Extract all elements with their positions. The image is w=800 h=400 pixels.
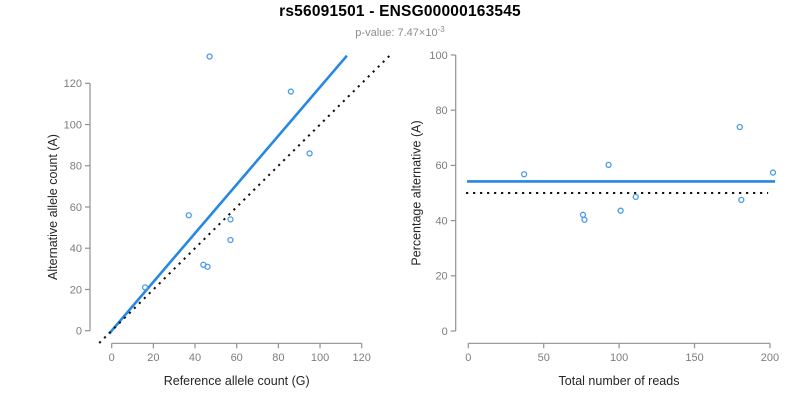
data-point bbox=[306, 150, 313, 157]
p-value-exponent: -3 bbox=[437, 25, 445, 34]
data-point bbox=[738, 196, 745, 204]
x-tick-label: 50 bbox=[538, 352, 550, 364]
y-tick-label: 0 bbox=[76, 326, 82, 338]
data-point bbox=[632, 193, 639, 201]
y-tick-label: 40 bbox=[70, 243, 82, 255]
p-value-subtitle: p-value: 7.47×10-3 bbox=[0, 25, 800, 39]
x-tick-label: 0 bbox=[109, 352, 115, 364]
y-tick-label: 80 bbox=[70, 161, 82, 173]
data-point bbox=[736, 123, 743, 131]
data-point bbox=[185, 212, 192, 219]
y-axis-title: Percentage alternative (A) bbox=[410, 120, 424, 265]
y-tick-label: 60 bbox=[70, 202, 82, 214]
x-tick-label: 200 bbox=[761, 352, 779, 364]
y-tick-label: 40 bbox=[435, 215, 447, 227]
x-tick-label: 20 bbox=[147, 352, 159, 364]
x-tick-label: 60 bbox=[231, 352, 243, 364]
data-point bbox=[287, 88, 295, 95]
y-tick-label: 20 bbox=[435, 271, 447, 283]
y-tick-label: 60 bbox=[435, 160, 447, 172]
x-tick-label: 40 bbox=[189, 352, 201, 364]
data-point bbox=[227, 236, 234, 244]
data-point bbox=[206, 53, 213, 60]
x-axis-title: Total number of reads bbox=[559, 374, 680, 388]
y-axis-title: Alternative allele count (A) bbox=[46, 134, 60, 280]
data-point bbox=[605, 161, 612, 168]
y-tick-label: 120 bbox=[64, 78, 82, 90]
y-tick-label: 100 bbox=[64, 119, 82, 131]
data-point bbox=[579, 211, 587, 218]
data-point bbox=[581, 216, 588, 223]
y-tick-label: 0 bbox=[442, 326, 448, 338]
x-tick-label: 80 bbox=[272, 352, 284, 364]
x-axis-title: Reference allele count (G) bbox=[164, 374, 310, 388]
y-tick-label: 100 bbox=[429, 50, 447, 62]
x-tick-label: 120 bbox=[353, 352, 371, 364]
y-tick-label: 80 bbox=[435, 105, 447, 117]
x-tick-label: 0 bbox=[465, 352, 471, 364]
page-title: rs56091501 - ENSG00000163545 bbox=[279, 3, 521, 20]
data-point bbox=[769, 169, 777, 176]
x-tick-label: 100 bbox=[311, 352, 329, 364]
data-point bbox=[617, 207, 624, 214]
data-point bbox=[227, 216, 234, 223]
identity-line bbox=[98, 54, 391, 344]
data-point bbox=[141, 284, 149, 291]
data-point bbox=[520, 171, 528, 178]
regression-line bbox=[108, 54, 348, 335]
data-point bbox=[204, 263, 211, 270]
x-tick-label: 100 bbox=[610, 352, 628, 364]
p-value-text: p-value: 7.47×10 bbox=[355, 27, 438, 39]
x-tick-label: 150 bbox=[685, 352, 703, 364]
y-tick-label: 20 bbox=[70, 284, 82, 296]
